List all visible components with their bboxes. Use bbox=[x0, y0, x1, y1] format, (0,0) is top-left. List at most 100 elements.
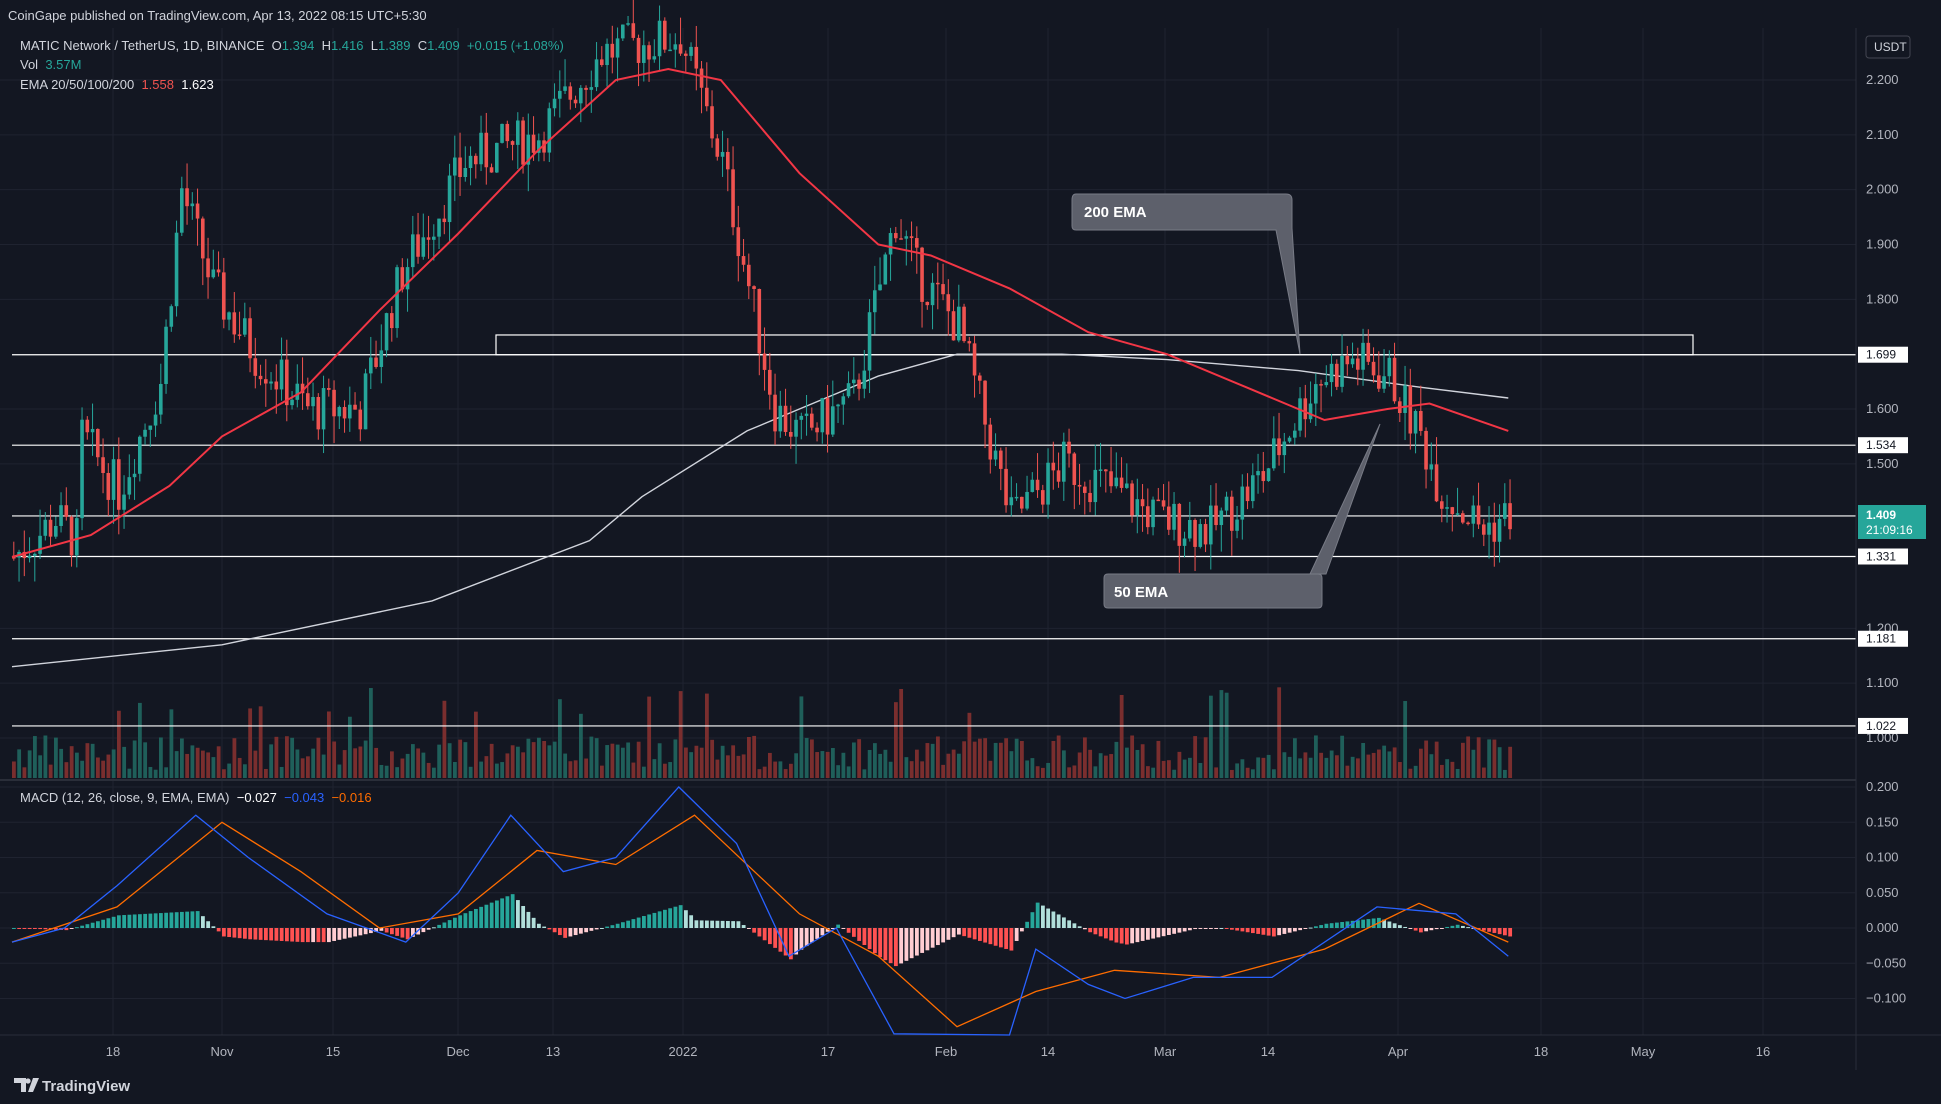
candle-body bbox=[731, 169, 735, 228]
candle-body bbox=[122, 494, 126, 510]
macd-hist-bar bbox=[248, 928, 253, 940]
macd-hist-bar bbox=[862, 928, 867, 945]
candle-body bbox=[1230, 496, 1234, 531]
candle-body bbox=[1062, 441, 1066, 482]
macd-hist-bar bbox=[237, 928, 242, 939]
macd-hist-bar bbox=[1492, 928, 1497, 933]
macd-hist-bar bbox=[988, 928, 993, 945]
open-value: 1.394 bbox=[281, 38, 315, 53]
macd-legend[interactable]: MACD (12, 26, close, 9, EMA, EMA) −0.027… bbox=[20, 790, 372, 805]
volume-bar bbox=[768, 752, 772, 778]
candle-body bbox=[978, 375, 982, 381]
volume-bar bbox=[699, 747, 704, 778]
candle-body bbox=[1314, 384, 1318, 404]
volume-bar bbox=[1282, 752, 1287, 778]
candle-body bbox=[589, 87, 594, 90]
candle-body bbox=[1256, 471, 1260, 476]
macd-hist-bar bbox=[379, 928, 384, 931]
candle-body bbox=[710, 106, 714, 139]
price-tick: 1.800 bbox=[1866, 291, 1899, 306]
macd-hist-bar bbox=[1382, 919, 1387, 928]
macd-hist-bar bbox=[1350, 920, 1355, 928]
macd-tick: 0.050 bbox=[1866, 885, 1899, 900]
publisher-line: CoinGape published on TradingView.com, A… bbox=[8, 8, 427, 23]
level-tag-bg bbox=[1858, 437, 1908, 454]
candle-body bbox=[1182, 538, 1187, 546]
macd-hist-bar bbox=[1051, 911, 1056, 928]
macd-tick: 0.100 bbox=[1866, 850, 1899, 865]
volume-bar bbox=[993, 742, 998, 778]
volume-bar bbox=[38, 755, 43, 778]
macd-hist-bar bbox=[600, 928, 604, 929]
currency-badge[interactable]: USDT bbox=[1865, 35, 1911, 59]
candle-body bbox=[1487, 522, 1491, 535]
candle-body bbox=[1408, 385, 1413, 434]
candle-body bbox=[279, 359, 284, 390]
macd-hist-bar bbox=[1261, 928, 1266, 935]
macd-hist-bar bbox=[521, 906, 526, 928]
candle-body bbox=[1508, 503, 1512, 530]
macd-hist-bar bbox=[694, 920, 699, 928]
time-tick: Apr bbox=[1388, 1044, 1409, 1059]
volume-bar bbox=[248, 708, 253, 778]
volume-bar bbox=[1345, 765, 1350, 778]
volume-bar bbox=[1209, 695, 1213, 778]
time-tick: 13 bbox=[546, 1044, 560, 1059]
candle-body bbox=[825, 398, 830, 435]
volume-legend[interactable]: Vol 3.57M bbox=[20, 57, 82, 72]
time-tick: 17 bbox=[821, 1044, 835, 1059]
candle-body bbox=[43, 519, 48, 536]
candle-body bbox=[1335, 363, 1339, 387]
ema50-callout-text: 50 EMA bbox=[1114, 584, 1168, 601]
macd-tick: −0.050 bbox=[1866, 955, 1906, 970]
macd-hist-bar bbox=[1251, 928, 1255, 934]
macd-hist-bar bbox=[615, 923, 620, 928]
macd-hist-bar bbox=[111, 916, 116, 928]
ema-legend[interactable]: EMA 20/50/100/200 1.558 1.623 bbox=[20, 77, 214, 92]
volume-bar bbox=[909, 761, 914, 778]
macd-hist-bar bbox=[227, 928, 232, 938]
volume-bar bbox=[148, 766, 153, 778]
macd-hist-bar bbox=[500, 898, 505, 928]
macd-hist-bar bbox=[657, 911, 662, 928]
candle-body bbox=[946, 294, 951, 312]
volume-bar bbox=[1272, 769, 1276, 778]
macd-hist-bar bbox=[484, 904, 489, 928]
macd-hist-bar bbox=[33, 928, 37, 929]
close-value: 1.409 bbox=[427, 38, 460, 53]
macd-hist-bar bbox=[1398, 925, 1402, 928]
macd-hist-bar bbox=[726, 921, 730, 928]
macd-hist-bar bbox=[463, 913, 468, 928]
macd-hist-bar bbox=[1161, 928, 1166, 937]
candle-body bbox=[726, 151, 730, 170]
volume-bar bbox=[1251, 769, 1255, 778]
macd-hist-bar bbox=[626, 920, 631, 928]
macd-hist-bar bbox=[1266, 928, 1271, 936]
macd-tick: −0.100 bbox=[1866, 991, 1906, 1006]
macd-hist-bar bbox=[510, 894, 515, 928]
candle-body bbox=[432, 236, 436, 240]
macd-hist-bar bbox=[290, 928, 295, 942]
candle-body bbox=[573, 99, 578, 104]
macd-hist-bar bbox=[1109, 928, 1114, 941]
macd-hist-bar bbox=[1455, 924, 1460, 928]
symbol-legend[interactable]: MATIC Network / TetherUS, 1D, BINANCE O1… bbox=[20, 38, 564, 53]
candle-body bbox=[867, 312, 872, 371]
macd-hist-bar bbox=[505, 896, 510, 928]
candle-body bbox=[1035, 479, 1040, 491]
candle-body bbox=[463, 168, 468, 178]
candle-body bbox=[841, 396, 846, 405]
candle-body bbox=[1167, 506, 1171, 530]
candle-body bbox=[111, 459, 116, 500]
macd-hist-bar bbox=[54, 928, 58, 930]
macd-hist-bar bbox=[479, 906, 484, 928]
candle-body bbox=[1046, 462, 1050, 505]
volume-bar bbox=[416, 748, 421, 778]
volume-bar bbox=[143, 742, 148, 778]
volume-bar bbox=[1419, 748, 1423, 778]
candle-body bbox=[458, 157, 462, 178]
volume-bar bbox=[264, 768, 268, 778]
macd-hist-bar bbox=[526, 911, 531, 928]
macd-signal-value: −0.016 bbox=[331, 790, 372, 805]
